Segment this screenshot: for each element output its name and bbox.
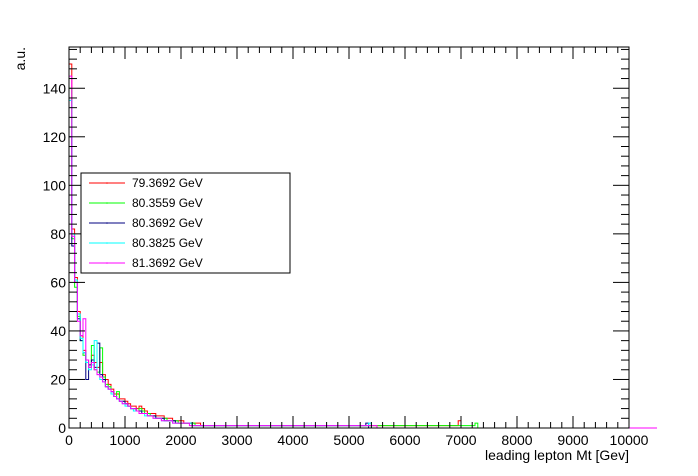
legend-label-4: 80.3825 GeV xyxy=(132,236,203,250)
y-tick-label-7: 140 xyxy=(43,80,67,96)
legend-marker-5 xyxy=(106,262,108,264)
x-tick-label-10: 10000 xyxy=(610,432,649,448)
y-tick-label-4: 80 xyxy=(50,226,66,242)
y-tick-label-6: 120 xyxy=(43,129,67,145)
y-tick-label-0: 0 xyxy=(58,420,66,436)
legend-label-3: 80.3692 GeV xyxy=(132,216,203,230)
x-tick-label-6: 6000 xyxy=(389,432,420,448)
x-tick-label-9: 9000 xyxy=(557,432,588,448)
legend-marker-2 xyxy=(106,202,108,204)
legend-label-2: 80.3559 GeV xyxy=(132,196,203,210)
legend-marker-4 xyxy=(106,242,108,244)
x-axis-title: leading lepton Mt [Gev] xyxy=(485,447,629,463)
x-tick-label-7: 7000 xyxy=(445,432,476,448)
x-tick-label-8: 8000 xyxy=(501,432,532,448)
x-tick-label-5: 5000 xyxy=(333,432,364,448)
x-tick-label-4: 4000 xyxy=(277,432,308,448)
legend-marker-3 xyxy=(106,222,108,224)
legend: 79.3692 GeV 80.3559 GeV 80.3692 GeV 80.3825… xyxy=(80,172,291,274)
y-tick-label-5: 100 xyxy=(43,177,67,193)
y-tick-label-1: 20 xyxy=(50,371,66,387)
x-tick-label-1: 1000 xyxy=(109,432,140,448)
y-tick-label-2: 40 xyxy=(50,323,66,339)
ticks-layer: 0 1000 2000 3000 4000 5000 6000 7000 8000 9000 100… xyxy=(43,47,649,448)
legend-label-1: 79.3692 GeV xyxy=(132,176,203,190)
x-tick-label-3: 3000 xyxy=(221,432,252,448)
y-tick-label-3: 60 xyxy=(50,274,66,290)
legend-marker-1 xyxy=(106,182,108,184)
x-tick-label-0: 0 xyxy=(65,432,73,448)
y-axis-title: a.u. xyxy=(12,47,28,70)
legend-label-5: 81.3692 GeV xyxy=(132,256,203,270)
x-tick-label-2: 2000 xyxy=(165,432,196,448)
